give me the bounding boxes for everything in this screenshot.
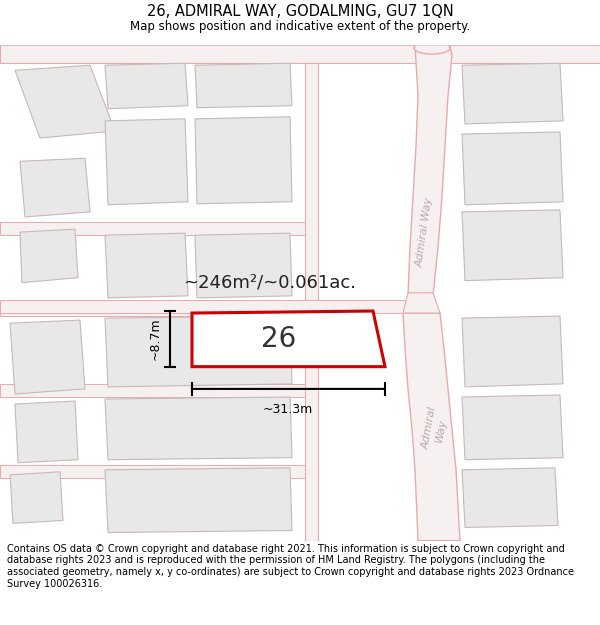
Text: Contains OS data © Crown copyright and database right 2021. This information is : Contains OS data © Crown copyright and d… <box>7 544 574 589</box>
Polygon shape <box>0 465 305 478</box>
Polygon shape <box>0 222 305 235</box>
Polygon shape <box>0 384 305 397</box>
Polygon shape <box>15 401 78 462</box>
Polygon shape <box>462 468 558 528</box>
Polygon shape <box>462 132 563 205</box>
Polygon shape <box>195 233 292 298</box>
Polygon shape <box>408 45 452 296</box>
Polygon shape <box>15 65 115 138</box>
Text: Admiral Way: Admiral Way <box>415 196 435 268</box>
Polygon shape <box>20 158 90 217</box>
Ellipse shape <box>414 42 450 54</box>
Text: 26: 26 <box>261 325 296 353</box>
Polygon shape <box>10 472 63 523</box>
Polygon shape <box>462 316 563 387</box>
Polygon shape <box>192 311 385 367</box>
Polygon shape <box>305 45 318 541</box>
Polygon shape <box>462 63 563 124</box>
Text: ~246m²/~0.061ac.: ~246m²/~0.061ac. <box>184 274 356 292</box>
Polygon shape <box>403 292 440 313</box>
Polygon shape <box>403 313 460 541</box>
Polygon shape <box>105 119 188 205</box>
Polygon shape <box>462 395 563 460</box>
Polygon shape <box>105 468 292 532</box>
Polygon shape <box>0 300 408 313</box>
Polygon shape <box>0 303 305 316</box>
Polygon shape <box>20 229 78 282</box>
Polygon shape <box>105 233 188 298</box>
Polygon shape <box>195 63 292 108</box>
Text: ~31.3m: ~31.3m <box>263 403 313 416</box>
Text: 26, ADMIRAL WAY, GODALMING, GU7 1QN: 26, ADMIRAL WAY, GODALMING, GU7 1QN <box>146 4 454 19</box>
Polygon shape <box>105 316 292 387</box>
Text: Admiral
Way: Admiral Way <box>421 406 449 452</box>
Polygon shape <box>105 397 292 460</box>
Polygon shape <box>195 117 292 204</box>
Polygon shape <box>10 320 85 394</box>
Polygon shape <box>105 63 188 109</box>
Text: Map shows position and indicative extent of the property.: Map shows position and indicative extent… <box>130 20 470 33</box>
Polygon shape <box>462 210 563 281</box>
Polygon shape <box>0 45 600 63</box>
Text: ~8.7m: ~8.7m <box>149 317 162 359</box>
